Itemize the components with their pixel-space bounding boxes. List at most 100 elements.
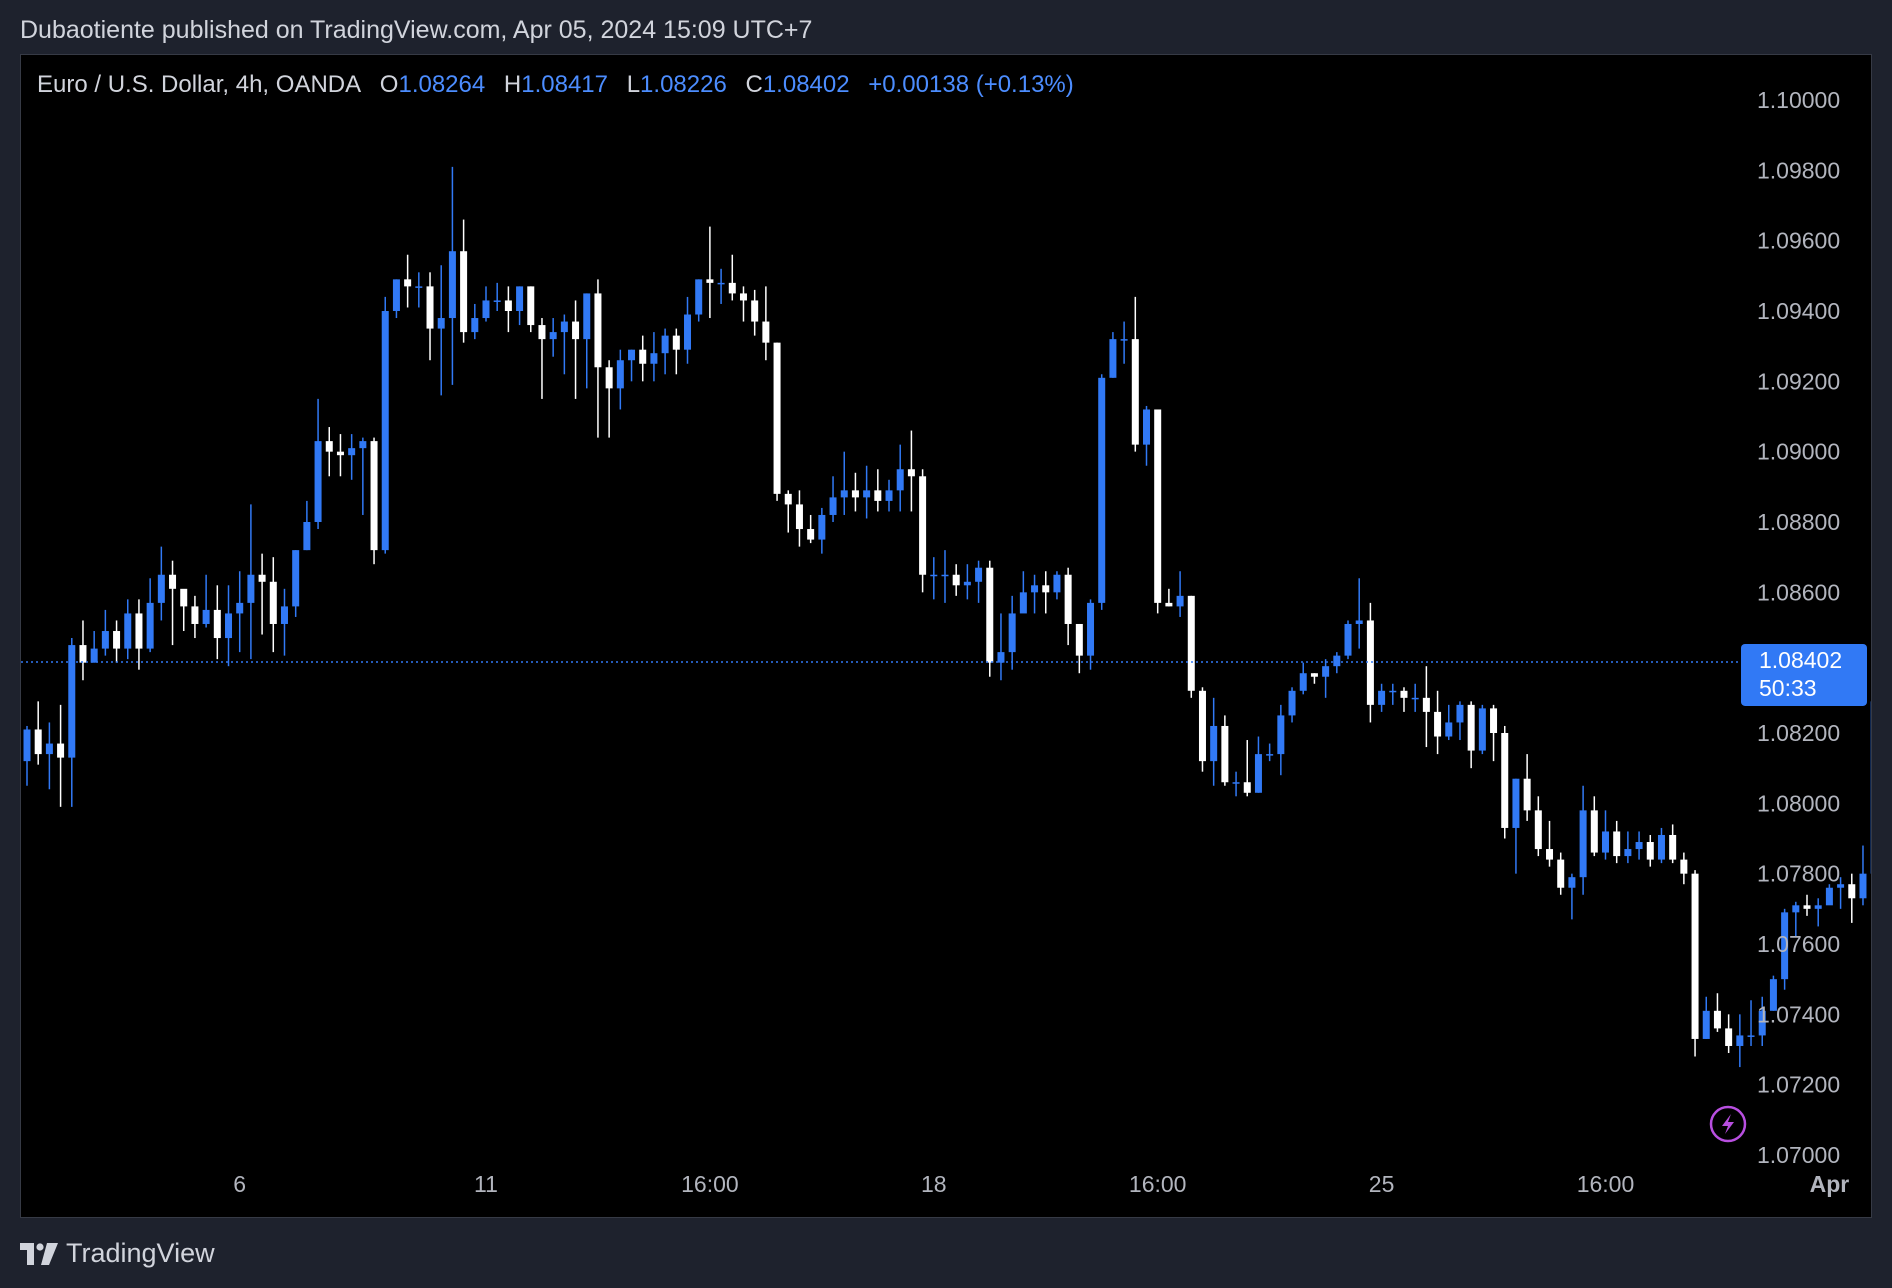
candle-body [1635, 842, 1643, 850]
candle-body [1411, 697, 1419, 700]
candle-body [1467, 704, 1475, 751]
candle-body [930, 574, 938, 577]
candle-body [348, 448, 356, 456]
candle [549, 318, 557, 357]
candle-body [684, 314, 692, 350]
candle [336, 434, 344, 477]
candle-body [650, 353, 658, 364]
candle [1198, 687, 1206, 772]
candle [1456, 701, 1464, 741]
candle-body [594, 293, 602, 368]
price-axis-label: 1.07600 [1757, 931, 1840, 957]
candle [1366, 602, 1374, 723]
candle [739, 286, 747, 322]
candle-body [1736, 1035, 1744, 1046]
candle-body [180, 588, 188, 607]
candle [1490, 704, 1498, 762]
candle [583, 293, 591, 389]
candle-body [1837, 884, 1845, 888]
time-axis-label: Apr [1810, 1171, 1850, 1197]
candle-body [1747, 1035, 1755, 1037]
candle-body [1355, 620, 1363, 624]
candle [874, 469, 882, 512]
candle-body [269, 581, 277, 624]
candles-layer [23, 166, 1871, 1068]
lightning-icon[interactable] [1709, 1105, 1747, 1143]
candle-body [314, 441, 322, 522]
candlestick-chart[interactable]: 1.10000 1.09800 1.09600 1.09400 1.09200 1.090… [21, 55, 1871, 1217]
candle [1657, 827, 1665, 864]
candle [1601, 810, 1609, 860]
candle-body [1299, 673, 1307, 691]
candle [1669, 824, 1677, 864]
candle-body [1490, 708, 1498, 733]
candle [1590, 796, 1598, 857]
candle [1691, 870, 1699, 1057]
candle-body [370, 441, 378, 551]
candle [1803, 894, 1811, 916]
candle [1154, 409, 1162, 614]
candle-body [1691, 873, 1699, 1039]
candle-body [236, 602, 244, 614]
candle [594, 279, 602, 438]
candle [1378, 683, 1386, 712]
candle-body [560, 321, 568, 333]
candle [392, 279, 400, 319]
candle [516, 286, 524, 326]
candle [1389, 683, 1397, 705]
legend-change: +0.00138 (+0.13%) [868, 71, 1074, 98]
candle [818, 507, 826, 554]
brand-name: TradingView [66, 1238, 215, 1268]
candle [538, 318, 546, 399]
candle [1120, 321, 1128, 364]
legend-low-label: L [626, 71, 641, 98]
candle-body [717, 282, 725, 285]
candle-body [907, 469, 915, 477]
candle [1266, 743, 1274, 762]
candle-body [1590, 810, 1598, 853]
candle-body [739, 293, 747, 301]
legend-high-value: 1.08417 [521, 71, 609, 98]
price-axis-label: 1.07000 [1757, 1142, 1840, 1168]
candle [527, 286, 535, 333]
candle [1042, 571, 1050, 614]
candle-body [1310, 673, 1318, 677]
candle [113, 620, 121, 663]
candle [661, 328, 669, 375]
candle [829, 476, 837, 522]
candle-body [1445, 722, 1453, 737]
tradingview-brand[interactable]: TradingView [20, 1238, 215, 1269]
candle-body [1546, 849, 1554, 860]
candle-body [706, 279, 714, 283]
candle [1422, 666, 1430, 748]
candle [1434, 690, 1442, 755]
candle-body [1803, 905, 1811, 909]
candle [325, 427, 333, 477]
legend-open-value: 1.08264 [398, 71, 486, 98]
candle [482, 286, 490, 322]
candle [359, 437, 367, 515]
candle [202, 574, 210, 628]
candle-body [191, 606, 199, 624]
candle-body [1534, 810, 1542, 850]
chart-panel[interactable]: 1.10000 1.09800 1.09600 1.09400 1.09200 1.090… [20, 54, 1872, 1218]
candle [504, 286, 512, 333]
candle [885, 479, 893, 512]
candle [1579, 785, 1587, 895]
candle-body [280, 606, 288, 624]
candle [1355, 578, 1363, 649]
candle [1064, 567, 1072, 646]
candle-body [1613, 831, 1621, 857]
candle-body [1176, 595, 1184, 607]
candle [1087, 599, 1095, 670]
candle-body [359, 441, 367, 449]
candle-body [516, 286, 524, 311]
candle-body [1322, 666, 1330, 677]
candle-body [90, 648, 98, 663]
candle [605, 360, 613, 438]
candle [1478, 704, 1486, 755]
candle [493, 282, 501, 311]
candle-body [538, 325, 546, 340]
candle-body [829, 497, 837, 515]
